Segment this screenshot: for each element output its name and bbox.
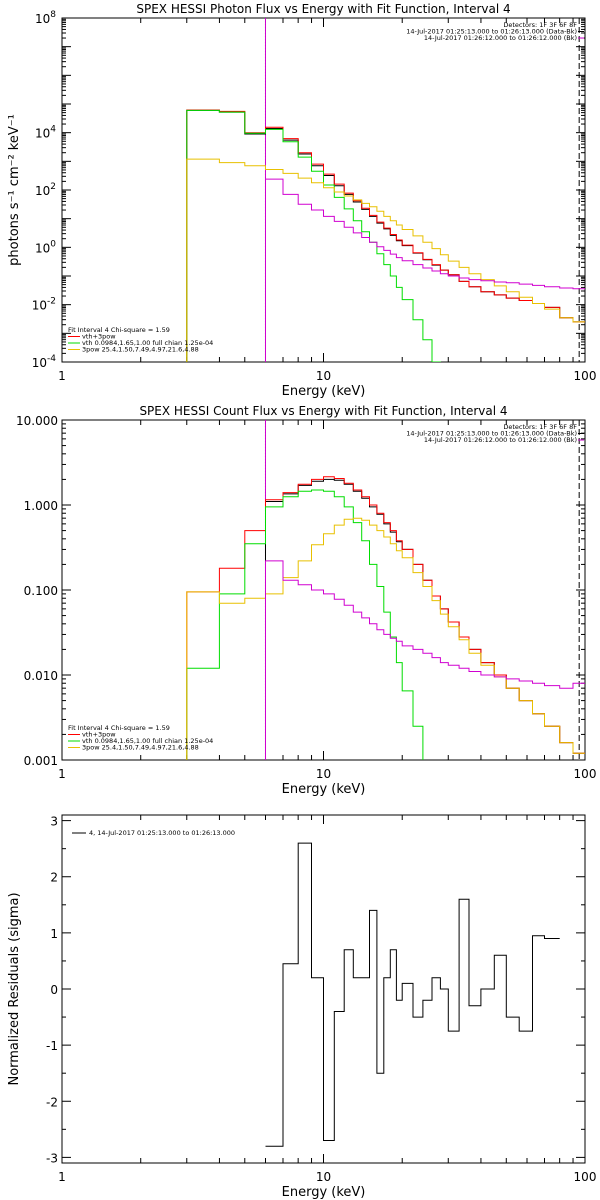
photon-ytick-exp: -2 [47,297,56,307]
photon-xtick-label: 1 [58,369,66,383]
photon-ytick-exp: 2 [50,182,56,192]
count-xtick-label: 10 [316,767,331,781]
count-series-vth [186,489,424,760]
count-ytick-label: 0.100 [24,584,58,598]
photon-series-background [265,178,585,362]
photon-ytick-label: 104 [35,125,56,141]
photon-series-3pow [186,158,585,362]
photon-ytick-label: 100 [35,239,56,255]
count-ytick-label: 0.001 [24,754,58,768]
photon-plot-area [186,109,585,362]
count-series-3pow [186,517,585,760]
resid-ytick-label: 0 [50,983,58,997]
resid-series-residuals [265,842,560,1147]
resid-ytick-label: -3 [46,1151,58,1165]
count-header-line: 14-Jul-2017 01:26:12.000 to 01:26:12.000… [424,436,577,444]
photon-ytick-label: 102 [35,182,56,198]
resid-xlabel: Energy (keV) [282,1185,366,1200]
photon-chart: SPEX HESSI Photon Flux vs Energy with Fi… [7,2,596,399]
photon-xtick-label: 10 [316,369,331,383]
photon-ytick-exp: -4 [47,354,56,364]
count-title: SPEX HESSI Count Flux vs Energy with Fit… [139,404,507,418]
photon-header-line: Detectors: 1F 3F 6F 8F [503,21,577,29]
count-legend-text: vth+3pow [82,731,116,739]
resid-ytick-label: -1 [46,1039,58,1053]
photon-ylabel: photons s⁻¹ cm⁻² keV⁻¹ [7,114,22,266]
count-ytick-label: 10.000 [16,414,58,428]
count-chart: SPEX HESSI Count Flux vs Energy with Fit… [16,404,596,797]
photon-ytick-base: 10 [32,299,47,313]
photon-legend-text: vth+3pow [82,333,116,341]
resid-ylabel: Normalized Residuals (sigma) [7,892,22,1085]
count-ytick-label: 0.010 [24,669,58,683]
count-ytick-label: 1.000 [24,499,58,513]
photon-ytick-label: 10-2 [32,297,56,313]
resid-ytick-label: 1 [50,927,58,941]
photon-ytick-base: 10 [35,127,50,141]
resid-ytick-label: 2 [50,871,58,885]
count-series-data [265,478,585,760]
photon-ytick-exp: 8 [50,10,56,20]
photon-legend-text: vth 0.0984,1.65,1.00 full chian 1.25e-04 [82,339,213,347]
count-xtick-label: 1 [58,767,66,781]
count-xlabel: Energy (keV) [282,782,366,797]
photon-ytick-label: 108 [35,10,56,26]
photon-xtick-label: 100 [574,369,597,383]
resid-ytick-label: 3 [50,815,58,829]
count-header-line: 14-Jul-2017 01:25:13.000 to 01:26:13.000… [406,430,577,438]
resid-xtick-label: 1 [58,1170,66,1184]
count-series-background [265,560,585,760]
photon-ytick-base: 10 [35,12,50,26]
count-series-vth+3pow [186,476,585,760]
photon-ytick-exp: 4 [50,125,56,135]
photon-series-data [186,109,585,362]
photon-series-vth+3pow [186,109,585,362]
photon-legend-text: Fit Interval 4 Chi-square = 1.59 [68,326,170,334]
count-legend-text: 3pow 25.4,1.50,7.49,4.97,21.6,4.88 [82,744,199,752]
count-header-line: Detectors: 1F 3F 6F 8F [503,423,577,431]
resid-legend-text: 4, 14-Jul-2017 01:25:13.000 to 01:26:13.… [89,829,235,837]
photon-series-vth [186,109,441,362]
resid-plot-area [265,842,560,1147]
resid-ytick-label: -2 [46,1095,58,1109]
resid-xtick-label: 100 [574,1170,597,1184]
resid-chart: Energy (keV) Normalized Residuals (sigma)… [7,814,597,1200]
photon-title: SPEX HESSI Photon Flux vs Energy with Fi… [136,2,510,16]
photon-ytick-label: 10-4 [32,354,57,370]
count-xtick-label: 100 [574,767,597,781]
count-legend-text: Fit Interval 4 Chi-square = 1.59 [68,724,170,732]
photon-header-line: 14-Jul-2017 01:25:13.000 to 01:26:13.000… [406,28,577,36]
photon-ytick-base: 10 [32,356,47,370]
photon-header-line: 14-Jul-2017 01:26:12.000 to 01:26:12.000… [424,34,577,42]
resid-xtick-label: 10 [316,1170,331,1184]
photon-ytick-exp: 0 [50,239,56,249]
photon-ytick-base: 10 [35,241,50,255]
photon-legend-text: 3pow 25.4,1.50,7.49,4.97,21.6,4.88 [82,346,199,354]
photon-xlabel: Energy (keV) [282,384,366,399]
photon-ytick-base: 10 [35,184,50,198]
count-plot-area [186,476,585,760]
photon-frame [61,17,586,363]
count-legend-text: vth 0.0984,1.65,1.00 full chian 1.25e-04 [82,737,213,745]
